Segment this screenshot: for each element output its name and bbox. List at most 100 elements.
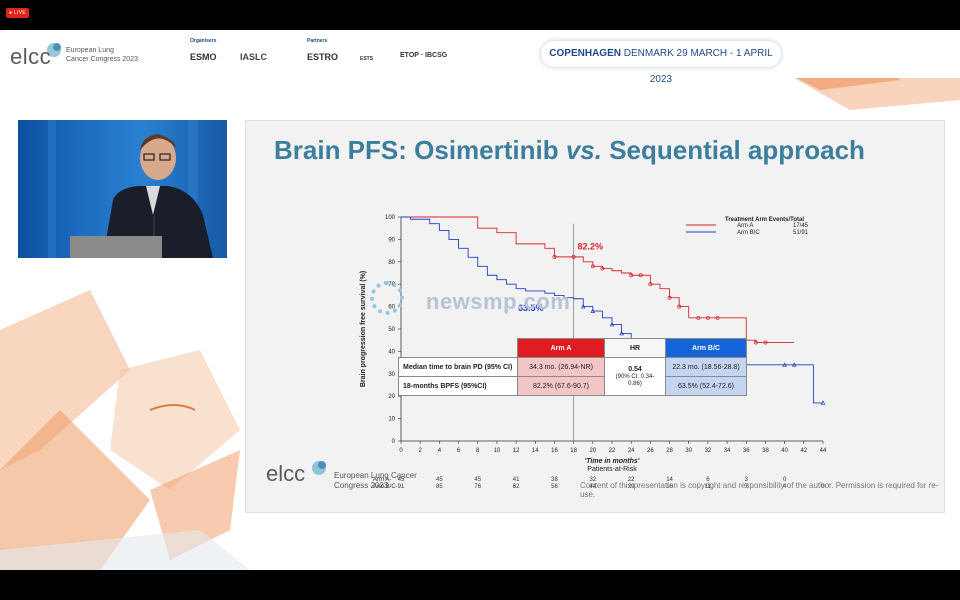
legend-events: 17/45	[793, 223, 809, 229]
legend-events: 51/91	[793, 230, 809, 236]
x-tick-label: 4	[438, 448, 442, 454]
risk-count: 38	[551, 477, 558, 483]
live-badge: ● LIVE	[6, 8, 30, 18]
x-tick-label: 8	[476, 448, 480, 454]
censor-marker-arm-a	[629, 273, 634, 278]
censor-marker-arm-a	[763, 340, 768, 345]
risk-count: 45	[398, 477, 405, 483]
partners-label: Partners	[307, 38, 328, 44]
y-tick-label: 100	[385, 215, 396, 221]
risk-count: 16	[666, 484, 673, 490]
x-tick-label: 44	[820, 448, 827, 454]
censor-marker-arm-a	[571, 254, 576, 259]
x-tick-label: 34	[724, 448, 731, 454]
row-label-median: Median time to brain PD (95% CI)	[398, 357, 518, 377]
y-tick-label: 30	[388, 372, 395, 378]
watermark-text: newsmp.com	[426, 289, 571, 314]
footer-elcc-subtitle: European Lung Cancer Congress 2023	[334, 471, 417, 490]
x-tick-label: 24	[628, 448, 635, 454]
x-tick-label: 0	[399, 448, 403, 454]
risk-count: 0	[783, 477, 787, 483]
y-tick-label: 50	[388, 327, 395, 333]
hr-value: 0.54	[628, 366, 642, 373]
hr-ci: (90% CI: 0.34-0.86)	[615, 374, 655, 387]
censor-marker-arm-a	[715, 315, 720, 320]
risk-count: 41	[513, 477, 520, 483]
y-tick-label: 90	[388, 237, 395, 243]
ests-logo: ESTS	[360, 56, 374, 62]
pfs-summary-table: Arm A HR Arm B/C Median time to brain PD…	[398, 338, 747, 396]
risk-count: 56	[551, 484, 558, 490]
risk-row-label: Arm A-	[373, 477, 391, 483]
censor-marker-arm-bc	[619, 330, 624, 336]
censor-marker-arm-a	[600, 266, 605, 271]
newsmp-watermark-icon	[370, 281, 404, 315]
x-tick-label: 20	[589, 448, 596, 454]
risk-count: 6	[706, 477, 710, 483]
x-tick-label: 12	[513, 448, 520, 454]
risk-count: 44	[589, 484, 596, 490]
speaker-video	[18, 120, 227, 258]
cell-median-arm-a: 34.3 mo. (26.94-NR)	[517, 357, 605, 377]
stream-bottom-bar	[0, 570, 960, 600]
esmo-logo: ESMO	[190, 52, 217, 62]
footer-elcc-logo: elcc	[266, 461, 306, 486]
conference-header: elcc European Lung Cancer Congress 2023 …	[0, 30, 960, 85]
row-label-bpfs: 18-months BPFS (95%CI)	[398, 376, 518, 396]
risk-count: 7	[745, 484, 749, 490]
censor-marker-arm-bc	[580, 304, 586, 309]
series-arm-a-curve	[401, 216, 795, 343]
censor-marker-arm-a	[552, 254, 557, 259]
censor-marker-arm-a	[753, 340, 758, 345]
congress-date-banner: COPENHAGEN DENMARK 29 MARCH - 1 APRIL 20…	[540, 40, 782, 85]
censor-marker-arm-a	[677, 304, 682, 309]
censor-marker-arm-a	[667, 295, 672, 300]
censor-marker-arm-bc	[782, 362, 788, 367]
censor-marker-arm-a	[696, 315, 701, 320]
risk-count: 4	[783, 484, 787, 490]
x-tick-label: 18	[570, 448, 577, 454]
etop-ibcsg-logo: ETOP · IBCSG	[400, 52, 448, 59]
cell-median-arm-bc: 22.3 mo. (18.56-28.8)	[665, 357, 747, 377]
stream-top-bar: ● LIVE	[0, 0, 960, 30]
annotation-arm-a-18mo: 82.2%	[577, 241, 603, 251]
slide-title-end: Sequential approach	[601, 135, 865, 165]
iaslc-logo: IASLC	[240, 52, 267, 62]
estro-logo: ESTRO	[307, 52, 339, 62]
elcc-logo: elcc	[10, 44, 52, 69]
risk-count: 22	[628, 477, 635, 483]
presentation-slide: Brain PFS: Osimertinib vs. Sequential ap…	[245, 120, 945, 513]
x-tick-label: 40	[781, 448, 788, 454]
banner-dates: DENMARK 29 MARCH - 1 APRIL 2023	[620, 48, 773, 85]
x-tick-label: 16	[551, 448, 558, 454]
x-tick-label: 30	[685, 448, 692, 454]
risk-row-label: Arm B/C-	[373, 484, 398, 490]
censor-marker-arm-a	[705, 315, 710, 320]
header-arm-bc: Arm B/C	[665, 338, 747, 358]
x-tick-label: 6	[457, 448, 461, 454]
y-tick-label: 0	[392, 439, 396, 445]
stream-stage: elcc European Lung Cancer Congress 2023 …	[0, 30, 960, 570]
censor-marker-arm-bc	[791, 362, 797, 367]
risk-count: 14	[666, 477, 673, 483]
cell-bpfs-arm-bc: 63.5% (52.4-72.6)	[665, 376, 747, 396]
slide-title-vs: vs.	[565, 135, 602, 165]
cell-bpfs-arm-a: 82.2% (67.6-90.7)	[517, 376, 605, 396]
footer-elcc-logo-icon	[312, 461, 326, 475]
censor-marker-arm-bc	[820, 400, 826, 405]
x-tick-label: 2	[419, 448, 423, 454]
decorative-background	[0, 30, 960, 570]
risk-count: 85	[436, 484, 443, 490]
y-tick-label: 10	[388, 417, 395, 423]
x-tick-label: 14	[532, 448, 539, 454]
y-tick-label: 80	[388, 260, 395, 266]
header-arm-a: Arm A	[517, 338, 605, 358]
risk-count: 32	[589, 477, 596, 483]
censor-marker-arm-a	[590, 264, 595, 269]
slide-title: Brain PFS: Osimertinib vs. Sequential ap…	[274, 135, 865, 166]
risk-count: 0	[821, 484, 825, 490]
risk-count: 3	[745, 477, 749, 483]
table-corner	[399, 339, 518, 358]
censor-marker-arm-bc	[609, 322, 615, 327]
